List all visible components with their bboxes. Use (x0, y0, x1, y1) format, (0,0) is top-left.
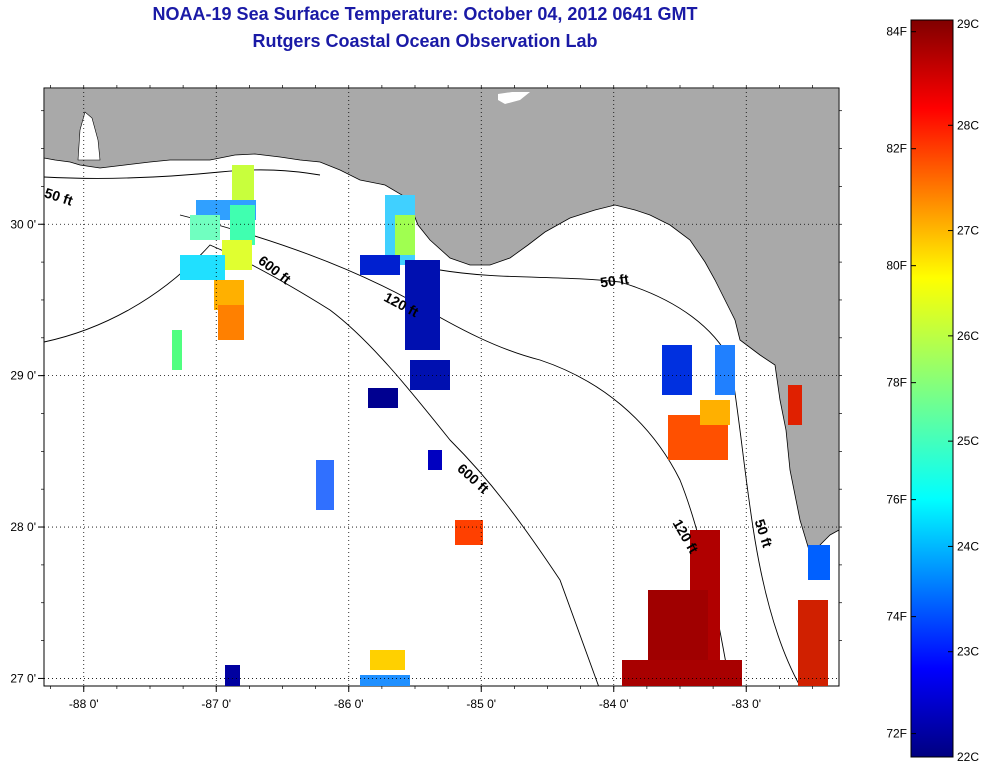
colorbar-label-c: 29C (957, 17, 979, 31)
colorbar-label-c: 22C (957, 750, 979, 764)
land-gap (498, 92, 530, 104)
sst-data-layer (172, 165, 830, 686)
colorbar-label-f: 84F (886, 25, 907, 39)
colorbar-label-f: 80F (886, 259, 907, 273)
y-tick-label: 28 0' (10, 520, 36, 534)
map-subtitle: Rutgers Coastal Ocean Observation Lab (252, 31, 598, 51)
contour-600ft-west (44, 244, 600, 686)
colorbar-label-f: 78F (886, 376, 907, 390)
colorbar-label-c: 27C (957, 224, 979, 238)
colorbar-label-f: 82F (886, 142, 907, 156)
colorbar-label-f: 72F (886, 727, 907, 741)
map-title: NOAA-19 Sea Surface Temperature: October… (152, 4, 698, 24)
land-mass (44, 88, 839, 562)
y-tick-label: 27 0' (10, 671, 36, 685)
contour-50ft-west (44, 169, 321, 179)
x-tick-label: -88 0' (69, 697, 99, 711)
y-tick-label: 29 0' (10, 369, 36, 383)
colorbar (910, 19, 954, 758)
x-tick-label: -85 0' (466, 697, 496, 711)
x-tick-label: -83 0' (731, 697, 761, 711)
graticule (44, 88, 839, 686)
x-tick-label: -86 0' (334, 697, 364, 711)
colorbar-label-c: 25C (957, 434, 979, 448)
colorbar-label-f: 76F (886, 493, 907, 507)
colorbar-label-c: 26C (957, 329, 979, 343)
colorbar-label-c: 23C (957, 645, 979, 659)
x-tick-label: -87 0' (201, 697, 231, 711)
axis-ticks: -88 0' -87 0' -86 0' -85 0' -84 0' -83 0' 30 0… (10, 85, 842, 711)
contour-label-50ft-mid: 50 ft (599, 271, 630, 291)
x-tick-label: -84 0' (599, 697, 629, 711)
colorbar-label-f: 74F (886, 610, 907, 624)
colorbar-label-c: 28C (957, 118, 979, 132)
y-tick-label: 30 0' (10, 217, 36, 231)
colorbar-label-c: 24C (957, 539, 979, 553)
colorbar-ticks: 29C 28C 27C 26C 25C 24C 23C 22C 84F 82F 80F 78F 76F 7… (886, 17, 979, 764)
